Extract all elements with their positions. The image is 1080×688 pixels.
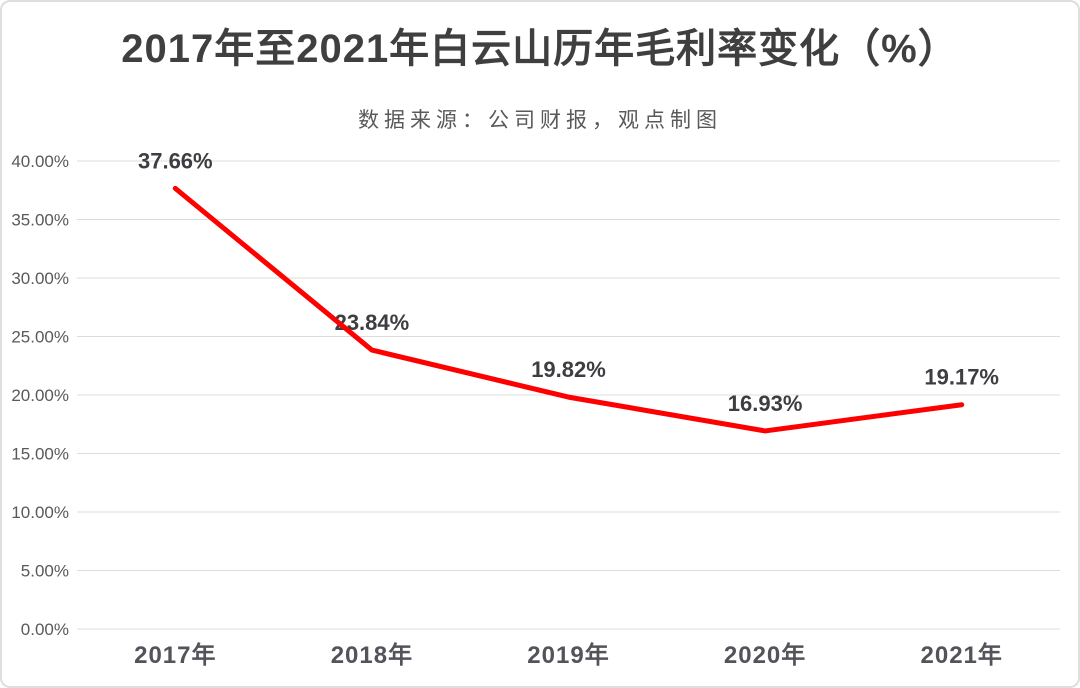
x-axis-tick-label: 2020年 bbox=[724, 641, 806, 669]
x-axis-tick-label: 2019年 bbox=[527, 641, 609, 669]
y-axis-tick-label: 10.00% bbox=[11, 503, 69, 522]
x-axis-tick-label: 2021年 bbox=[921, 641, 1003, 669]
y-axis-tick-label: 20.00% bbox=[11, 386, 69, 405]
y-axis-tick-label: 25.00% bbox=[11, 328, 69, 347]
y-axis-tick-label: 30.00% bbox=[11, 269, 69, 288]
y-axis-tick-label: 0.00% bbox=[21, 620, 69, 639]
y-axis-tick-label: 15.00% bbox=[11, 445, 69, 464]
series-line bbox=[172, 185, 965, 434]
chart-title: 2017年至2021年白云山历年毛利率变化（%） bbox=[121, 27, 959, 71]
x-axis-tick-label: 2018年 bbox=[331, 641, 413, 669]
x-axis-tick-label: 2017年 bbox=[134, 641, 216, 669]
chart-subtitle: 数据来源：公司财报，观点制图 bbox=[358, 109, 722, 132]
y-axis-tick-label: 5.00% bbox=[21, 562, 69, 581]
data-label: 16.93% bbox=[728, 391, 803, 416]
data-label: 19.17% bbox=[924, 365, 999, 390]
data-label: 37.66% bbox=[138, 148, 213, 173]
y-axis-tick-label: 40.00% bbox=[11, 152, 69, 171]
data-label: 19.82% bbox=[531, 357, 606, 382]
y-axis-tick-label: 35.00% bbox=[11, 211, 69, 230]
